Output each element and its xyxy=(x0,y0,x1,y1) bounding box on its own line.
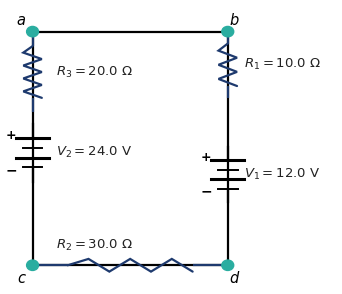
Text: −: − xyxy=(200,185,212,198)
Text: $R_1 = 10.0\ \Omega$: $R_1 = 10.0\ \Omega$ xyxy=(244,57,321,72)
Text: $V_1 = 12.0$ V: $V_1 = 12.0$ V xyxy=(244,167,320,182)
Text: d: d xyxy=(229,271,238,286)
Text: $R_3 = 20.0\ \Omega$: $R_3 = 20.0\ \Omega$ xyxy=(56,64,133,80)
Text: $V_2 = 24.0$ V: $V_2 = 24.0$ V xyxy=(56,145,132,160)
Text: b: b xyxy=(229,13,238,28)
Circle shape xyxy=(222,26,234,37)
Text: −: − xyxy=(5,163,17,177)
Circle shape xyxy=(222,260,234,270)
Circle shape xyxy=(27,260,39,270)
Text: c: c xyxy=(17,271,25,286)
Circle shape xyxy=(27,26,39,37)
Text: +: + xyxy=(201,151,212,164)
Text: $R_2 = 30.0\ \Omega$: $R_2 = 30.0\ \Omega$ xyxy=(56,238,133,253)
Text: a: a xyxy=(16,13,25,28)
Text: +: + xyxy=(6,129,16,142)
